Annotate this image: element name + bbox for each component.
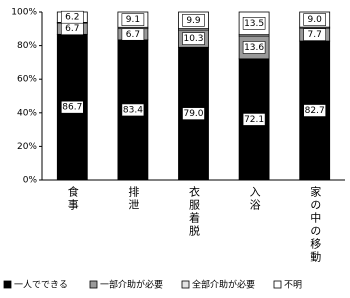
value-label: 9.9 (186, 16, 201, 26)
value-label: 83.4 (123, 105, 143, 115)
label-box (303, 104, 327, 117)
legend-label: 不明 (284, 280, 302, 291)
legend-swatch (3, 280, 12, 289)
label-box (303, 28, 327, 41)
x-tick-label: 排泄 (127, 185, 140, 212)
y-tick-label: 0% (23, 176, 38, 186)
label-box (242, 17, 266, 30)
label-box (121, 13, 145, 26)
value-label: 86.7 (62, 103, 82, 113)
value-label: 9.0 (308, 15, 323, 25)
value-label: 10.3 (183, 34, 203, 44)
x-tick-label: 入浴 (248, 186, 261, 212)
x-tick-label: 衣服着脱 (188, 185, 201, 238)
y-tick-label: 40% (17, 108, 37, 118)
label-box (182, 14, 205, 27)
label-box (121, 103, 145, 117)
label-box (60, 10, 84, 24)
value-label: 82.7 (305, 106, 325, 116)
x-tick-label: 食事 (66, 185, 79, 212)
value-label: 13.6 (244, 43, 264, 53)
value-label: 9.1 (126, 15, 140, 25)
value-label: 79.0 (183, 109, 203, 119)
value-label: 13.5 (244, 19, 264, 29)
label-box (182, 107, 205, 120)
label-box (182, 32, 205, 45)
value-label: 6.7 (126, 30, 140, 40)
label-box (242, 113, 266, 126)
value-label: 72.1 (244, 115, 264, 125)
legend-swatch (89, 280, 98, 289)
value-label: 6.2 (65, 13, 79, 23)
legend-label: 一部介助が必要 (100, 279, 163, 291)
legend-label: 全部介助が必要 (192, 279, 255, 291)
y-tick-label: 80% (17, 41, 37, 51)
label-box (60, 100, 84, 114)
x-tick-label: 家の中の移動 (309, 185, 322, 264)
value-label: 6.7 (65, 24, 79, 34)
value-label: 7.7 (308, 30, 322, 40)
legend-swatch (273, 280, 282, 289)
legend-swatch (181, 280, 190, 289)
legend-label: 一人でできる (14, 280, 68, 291)
y-tick-label: 100% (11, 8, 37, 18)
y-tick-label: 20% (17, 142, 37, 152)
label-box (242, 41, 266, 54)
label-box (303, 13, 327, 26)
y-tick-label: 60% (17, 75, 37, 85)
